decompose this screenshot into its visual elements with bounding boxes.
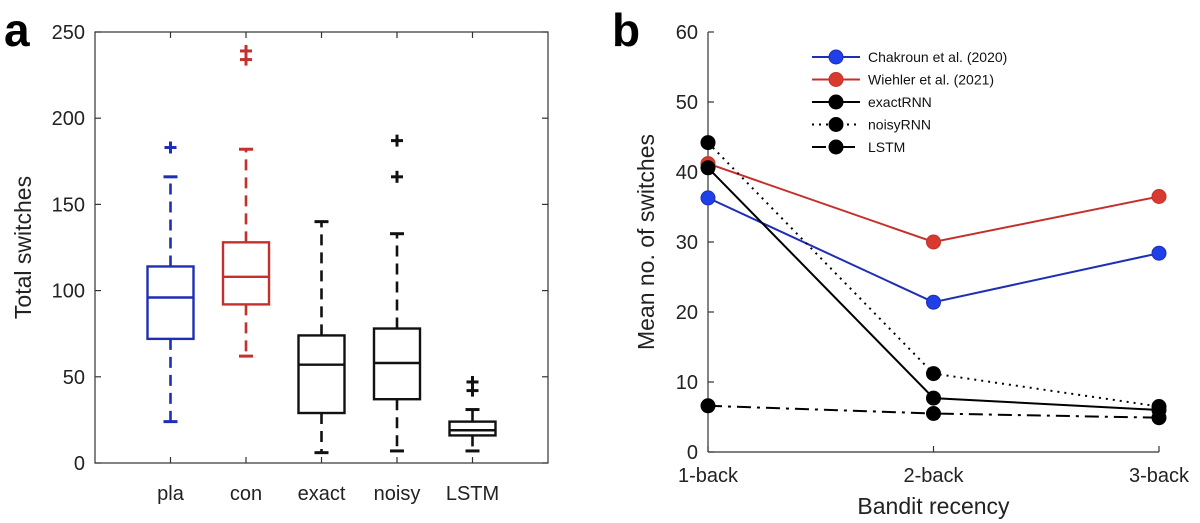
series-markers-Wiehler et al. (2021) — [700, 156, 1167, 250]
x-tick-label-LSTM: LSTM — [446, 483, 499, 505]
box-pla — [146, 141, 195, 424]
line-chart-panel: 0 10 20 30 40 50 60 1-back 2-back 3-back Bandit re… — [633, 22, 1190, 519]
x-tick-label-3-back: 3-back — [1129, 465, 1190, 487]
legend-marker — [828, 94, 844, 110]
x-tick-label-exact: exact — [298, 483, 346, 505]
legend-marker — [828, 72, 844, 87]
box-exact — [297, 220, 346, 455]
x-axis-label: Bandit recency — [857, 493, 1010, 519]
legend-label: exactRNN — [868, 94, 932, 110]
outlier-marker — [240, 44, 252, 57]
legend-marker — [828, 117, 844, 132]
data-point — [926, 294, 941, 310]
x-tick-label-2-back: 2-back — [903, 465, 964, 487]
y-tick-label: 20 — [676, 302, 698, 324]
panel-b-letter: b — [612, 4, 640, 56]
y-tick-label: 150 — [52, 194, 85, 216]
iqr-box — [297, 334, 346, 415]
legend: Chakroun et al. (2020) Wiehler et al. (20… — [812, 49, 1007, 155]
data-point — [926, 406, 941, 421]
x-tick-label-con: con — [230, 483, 262, 505]
legend-label: Wiehler et al. (2021) — [868, 72, 994, 88]
data-point — [926, 366, 941, 382]
outlier-marker — [466, 375, 479, 388]
y-tick-label: 0 — [74, 453, 85, 475]
y-tick-label: 200 — [52, 108, 85, 130]
data-point — [700, 398, 716, 414]
box-plot-panel: 0 50 100 150 200 250 pla con exact noisy LSTM Total… — [10, 22, 549, 505]
legend-label: Chakroun et al. (2020) — [868, 49, 1007, 65]
series-line — [707, 196, 1160, 304]
y-axis-label: Mean no. of switches — [633, 134, 659, 350]
y-tick-label: 250 — [52, 22, 85, 44]
iqr-box — [221, 241, 271, 306]
iqr-box — [146, 265, 195, 341]
data-point — [700, 190, 716, 206]
y-tick-label: 30 — [676, 232, 698, 254]
outlier-marker — [391, 134, 403, 147]
x-tick-label-noisy: noisy — [374, 483, 421, 505]
outlier-marker — [391, 170, 403, 183]
data-point — [1151, 245, 1167, 261]
data-point — [700, 135, 716, 151]
y-tick-label: 60 — [676, 22, 698, 44]
box-noisy — [372, 134, 422, 453]
y-tick-label: 10 — [676, 372, 698, 394]
y-axis-label: Total switches — [10, 176, 36, 319]
data-point — [700, 160, 716, 176]
legend-label: noisyRNN — [868, 117, 931, 133]
box-con — [221, 44, 271, 358]
y-tick-label: 40 — [676, 162, 698, 184]
series-Chakroun et al. (2020) — [707, 196, 1160, 304]
box-LSTM — [448, 375, 497, 453]
series-markers-LSTM — [700, 398, 1167, 426]
legend-marker — [828, 139, 844, 155]
legend-marker — [828, 49, 844, 65]
panel-a-letter: a — [4, 4, 30, 56]
y-tick-label: 50 — [676, 92, 698, 114]
data-point — [1151, 189, 1167, 204]
legend-label: LSTM — [868, 139, 905, 155]
x-tick-label-1-back: 1-back — [678, 465, 739, 487]
data-point — [926, 234, 941, 250]
data-point — [1151, 410, 1167, 426]
data-point — [926, 390, 941, 406]
iqr-box — [448, 420, 497, 437]
outlier-marker — [164, 141, 177, 154]
y-tick-label: 100 — [52, 281, 85, 303]
series-markers-Chakroun et al. (2020) — [700, 190, 1167, 310]
y-tick-label: 0 — [687, 442, 698, 464]
series-markers-noisyRNN — [700, 135, 1167, 414]
y-tick-label: 50 — [63, 367, 85, 389]
x-tick-label-pla: pla — [157, 483, 185, 505]
